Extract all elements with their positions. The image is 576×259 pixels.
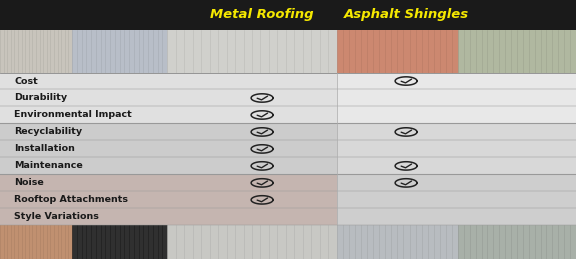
Bar <box>0 174 337 191</box>
Bar <box>0 225 72 259</box>
Bar <box>337 90 576 106</box>
Bar <box>167 30 337 73</box>
Bar <box>337 140 576 157</box>
Bar <box>337 191 576 208</box>
Text: Rooftop Attachments: Rooftop Attachments <box>14 195 128 204</box>
Bar <box>337 106 576 124</box>
Bar <box>0 73 337 90</box>
Bar <box>458 30 576 73</box>
Bar <box>72 225 167 259</box>
Bar <box>0 157 337 174</box>
Bar <box>0 30 72 73</box>
Text: Environmental Impact: Environmental Impact <box>14 111 132 119</box>
Bar <box>0 90 337 106</box>
Text: Installation: Installation <box>14 145 75 153</box>
Bar <box>0 0 576 30</box>
Text: Asphalt Shingles: Asphalt Shingles <box>343 8 469 21</box>
Text: Recyclability: Recyclability <box>14 127 82 136</box>
Text: Durability: Durability <box>14 93 67 103</box>
Bar <box>0 140 337 157</box>
Bar <box>72 30 167 73</box>
Text: Metal Roofing: Metal Roofing <box>210 8 314 21</box>
Bar <box>458 225 576 259</box>
Bar <box>337 208 576 225</box>
Bar <box>0 124 337 140</box>
Bar <box>167 225 337 259</box>
Text: Cost: Cost <box>14 76 38 85</box>
Bar <box>337 30 458 73</box>
Bar <box>337 225 458 259</box>
Text: Style Variations: Style Variations <box>14 212 99 221</box>
Bar <box>337 124 576 140</box>
Bar <box>0 191 337 208</box>
Bar <box>337 73 576 90</box>
Text: Maintenance: Maintenance <box>14 161 83 170</box>
Bar <box>0 208 337 225</box>
Bar <box>337 157 576 174</box>
Text: Noise: Noise <box>14 178 44 187</box>
Bar <box>337 174 576 191</box>
Bar <box>0 106 337 124</box>
